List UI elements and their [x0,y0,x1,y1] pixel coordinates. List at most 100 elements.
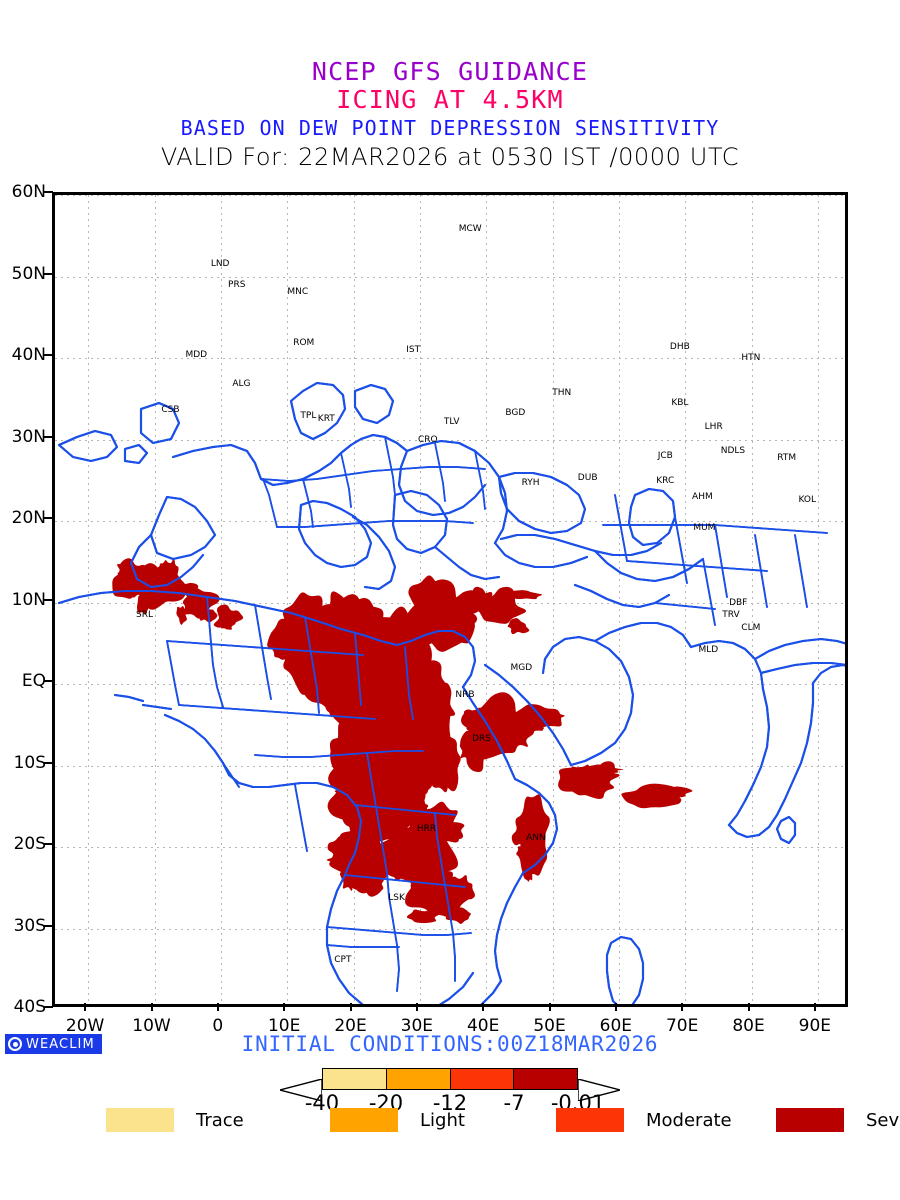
latitude-tick-mark [44,354,53,356]
longitude-tick-label: 60E [599,1016,633,1036]
title-line-agency: NCEP GFS GUIDANCE [311,57,589,86]
latitude-tick-mark [44,272,53,275]
city-label: ALG [232,379,251,390]
city-label: SRL [136,609,154,620]
icing-region [464,586,545,635]
city-label: RYH [521,477,540,488]
latitude-tick-label: 20N [11,508,46,528]
latitude-tick-label: 30N [11,426,46,447]
legend-label: Moderate [646,1109,732,1131]
city-label: DRS [472,734,491,745]
latitude-tick-mark [44,924,53,927]
city-label: ANN [526,833,546,844]
legend-item: Moderate [556,1108,732,1132]
latitude-tick-mark [44,843,53,845]
longitude-tick-mark [548,1003,551,1011]
latitude-tick-mark [44,680,53,682]
longitude-tick-label: 0 [212,1016,224,1036]
grid-line-vertical [685,195,687,1004]
legend-swatch [776,1108,844,1132]
city-label: DHB [669,342,690,353]
city-label: MNC [287,286,309,297]
icing-blob [375,730,429,754]
grid-line-vertical [751,195,753,1004]
longitude-tick-mark [813,1003,816,1011]
weaclim-logo[interactable]: WEACLIM [5,1034,102,1054]
city-label: THN [552,388,572,399]
longitude-axis: 20W 10W 0 10E 20E 30E 40E 50E 60E 70E 80E 90E [52,1003,848,1037]
icing-blob [117,560,128,577]
city-label: TPL [300,410,317,421]
icing-blob [355,645,407,711]
city-label: DUB [577,472,598,483]
legend-swatch [330,1108,398,1132]
city-label: TRV [722,609,740,620]
grid-line-vertical [817,195,819,1004]
city-label: CLM [741,622,761,633]
icing-region [558,761,627,800]
longitude-tick-label: 10E [267,1016,301,1036]
city-label: NDLS [720,445,746,456]
longitude-tick-label: 10W [132,1016,171,1036]
longitude-tick-label: 40E [466,1016,500,1036]
longitude-tick-label: 30E [400,1016,434,1036]
longitude-tick-label: 20E [334,1016,367,1036]
city-label: BGD [505,407,526,418]
longitude-tick-mark [681,1003,684,1011]
legend-item: Severe [776,1108,900,1132]
longitude-tick-label: 80E [732,1016,765,1036]
latitude-tick-mark [44,435,53,438]
longitude-tick-mark [349,1003,352,1011]
colorbar-segments [322,1068,578,1090]
city-label: AHM [692,491,713,502]
grid-line-horizontal [55,358,845,359]
city-label: RTM [777,453,797,464]
city-label: IST [406,344,421,355]
city-labels-layer: MCW LND PRS MNC ROM MDD IST ALG CSB TPL KRT TLV CRO B… [55,195,845,1004]
legend-label: Light [420,1109,465,1131]
city-label: PRS [228,280,246,291]
latitude-axis: 60N 50N 40N 30N 20N 10N EQ 10S 20S 30S 40S [0,182,53,1017]
colorbar-tick-label: -7 [503,1091,525,1115]
city-label: JCB [657,450,673,461]
icing-blob [502,590,545,600]
colorbar-tick-label: -12 [432,1091,468,1115]
latitude-tick-label: 40N [11,345,46,365]
latitude-tick-label: 10S [13,752,46,773]
longitude-tick-mark [84,1003,87,1011]
weaclim-logo-label: WEACLIM [26,1036,95,1052]
longitude-tick-mark [614,1003,617,1011]
copyright-circle-icon [8,1037,22,1051]
severity-legend: Trace Light Moderate Severe [0,1108,900,1148]
city-label: CRO [417,434,438,445]
icing-blob [507,618,530,635]
legend-label: Trace [196,1109,244,1131]
longitude-tick-label: 20W [65,1016,105,1036]
city-label: KRC [656,476,675,487]
title-line-method: BASED ON DEW POINT DEPRESSION SENSITIVIT… [180,116,720,140]
latitude-tick-label: 10N [11,589,46,610]
city-label: NRB [455,689,475,700]
icing-blob [407,682,444,738]
title-line-product: ICING AT 4.5KM [336,85,564,114]
longitude-tick-mark [747,1003,750,1011]
icing-blob [571,786,594,796]
city-label: MCW [458,224,482,235]
grid-line-horizontal [55,195,845,196]
city-label: DBF [729,598,748,609]
icing-blob [432,587,454,629]
icing-blob [627,793,644,802]
latitude-tick-mark [44,1006,53,1008]
city-label: HTN [741,353,761,363]
latitude-tick-label: 30S [13,915,46,936]
icing-region [621,783,695,809]
colorbar-segment [513,1068,578,1090]
city-label: KRT [317,414,335,425]
map-plot-area[interactable]: MCW LND PRS MNC ROM MDD IST ALG CSB TPL KRT TLV CRO B… [52,192,848,1007]
city-label: MGD [510,662,533,673]
latitude-tick-mark [44,598,53,601]
grid-line-horizontal [55,276,845,278]
city-label: CSB [161,405,180,416]
longitude-tick-mark [482,1003,485,1011]
longitude-tick-label: 50E [533,1016,566,1036]
